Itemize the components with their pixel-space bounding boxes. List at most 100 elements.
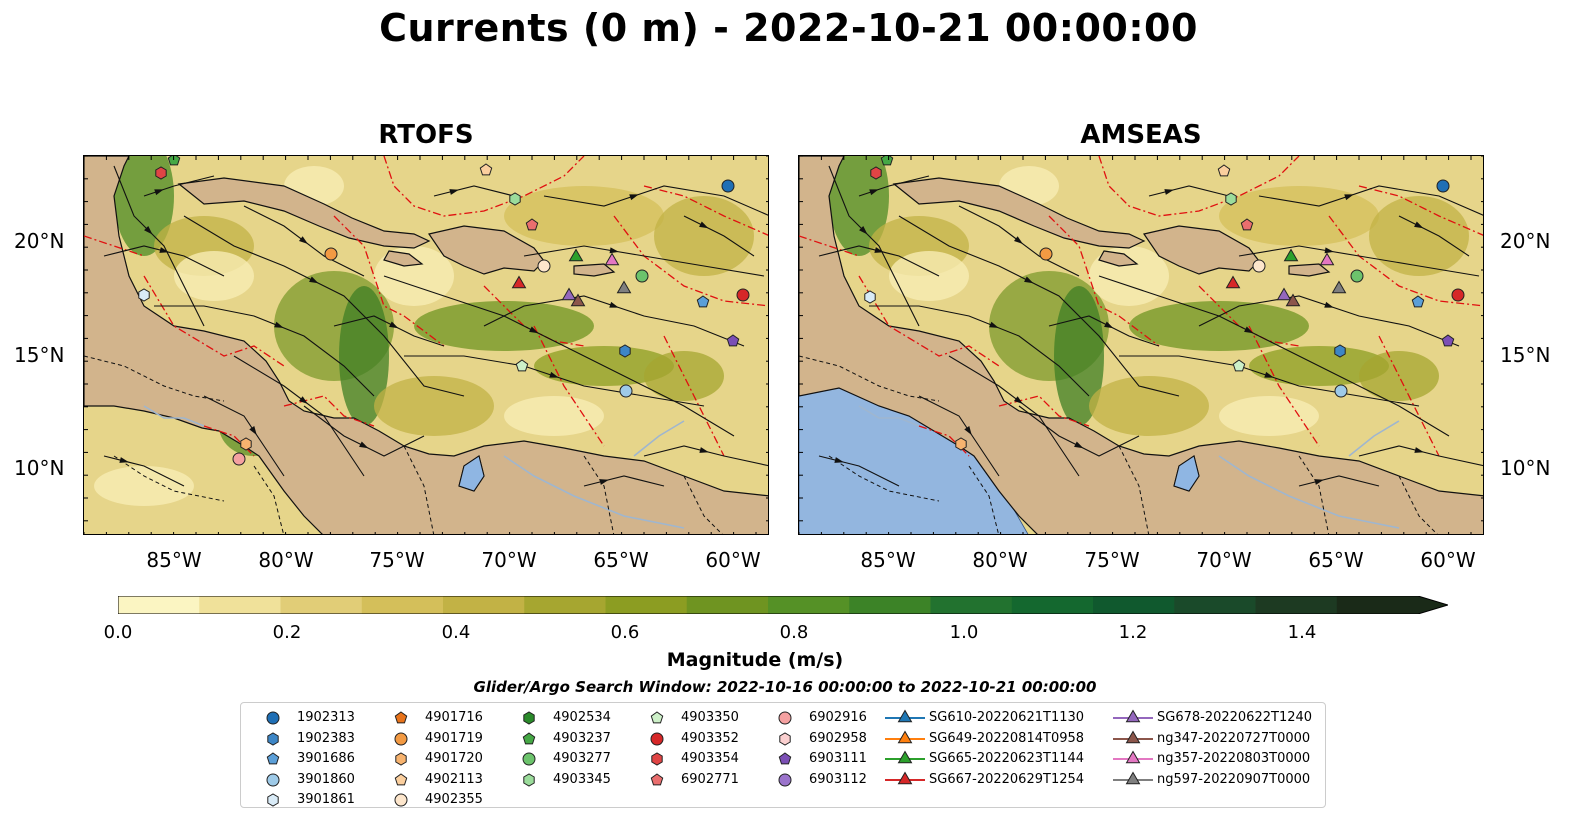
legend-marker[interactable]: [394, 793, 408, 807]
marker-3901860[interactable]: [1334, 384, 1348, 398]
marker-4902355[interactable]: [537, 259, 551, 273]
marker-6902771[interactable]: [525, 218, 539, 231]
marker-ng357-20220803T0000[interactable]: [1319, 252, 1335, 266]
streamline: [1258, 185, 1483, 216]
legend-marker[interactable]: [650, 772, 664, 785]
legend-marker[interactable]: [395, 752, 407, 766]
legend-marker[interactable]: [394, 732, 408, 745]
legend-marker[interactable]: [778, 752, 792, 765]
legend-marker[interactable]: [394, 772, 408, 785]
legend-marker[interactable]: [394, 711, 408, 724]
marker-3901686[interactable]: [1411, 295, 1425, 308]
marker-1902313[interactable]: [1436, 179, 1450, 193]
marker-SG678-20220622T1240[interactable]: [1276, 287, 1292, 301]
lake: [458, 455, 485, 492]
marker-6902771[interactable]: [1240, 218, 1254, 231]
marker-SG667-20220629T1254[interactable]: [511, 275, 527, 289]
rtofs-map[interactable]: [83, 155, 769, 535]
marker-4903237[interactable]: [167, 156, 181, 166]
legend-marker[interactable]: [1125, 771, 1141, 784]
legend-marker[interactable]: [651, 752, 663, 766]
legend-marker[interactable]: [523, 772, 535, 787]
current-speed-field: [374, 246, 454, 306]
legend-marker[interactable]: [779, 731, 791, 746]
legend-marker[interactable]: [1125, 709, 1141, 723]
marker-ng347-20220727T0000[interactable]: [1285, 293, 1301, 307]
marker-4903350[interactable]: [515, 359, 529, 372]
legend-marker[interactable]: [1125, 730, 1141, 743]
marker-4902113[interactable]: [1217, 164, 1231, 177]
colorbar-segment: [686, 596, 769, 614]
marker-4901720[interactable]: [240, 437, 252, 451]
marker-6903111[interactable]: [726, 334, 740, 347]
river: [1218, 455, 1400, 529]
legend-marker[interactable]: [650, 711, 664, 724]
marker-SG678-20220622T1240[interactable]: [561, 287, 577, 301]
eez-boundary: [613, 215, 768, 307]
marker-6902916[interactable]: [232, 452, 246, 466]
marker-3901861[interactable]: [864, 290, 876, 304]
marker-SG667-20220629T1254[interactable]: [1225, 275, 1241, 289]
marker-ng597-20220907T0000[interactable]: [1331, 280, 1347, 294]
current-speed-field: [339, 286, 389, 426]
marker-4901719[interactable]: [324, 247, 338, 261]
colorbar-tick: 1.4: [1287, 622, 1317, 643]
marker-ng347-20220727T0000[interactable]: [570, 293, 586, 307]
land: [892, 177, 1146, 249]
marker-4902113[interactable]: [479, 163, 493, 176]
legend-marker[interactable]: [897, 730, 913, 743]
legend-marker[interactable]: [267, 793, 279, 807]
marker-3901686[interactable]: [696, 295, 710, 308]
marker-ng597-20220907T0000[interactable]: [616, 280, 632, 294]
legend-label: 4902355: [425, 792, 483, 807]
legend-marker[interactable]: [650, 732, 664, 745]
marker-4903354[interactable]: [870, 166, 882, 180]
legend-marker[interactable]: [267, 731, 279, 746]
legend-marker[interactable]: [897, 750, 913, 764]
colorbar-tick: 0.2: [272, 622, 302, 643]
legend-marker[interactable]: [778, 711, 792, 725]
marker-ng357-20220803T0000[interactable]: [604, 252, 620, 266]
streamline-arrow: [154, 189, 164, 196]
marker-4903277[interactable]: [1350, 269, 1364, 283]
marker-3901860[interactable]: [619, 384, 633, 398]
legend-marker[interactable]: [778, 773, 792, 786]
marker-4903352[interactable]: [1451, 288, 1465, 302]
marker-6903111[interactable]: [1441, 334, 1455, 347]
legend-marker[interactable]: [522, 731, 536, 744]
legend-marker[interactable]: [522, 752, 536, 766]
marker-SG665-20220623T1144[interactable]: [1283, 248, 1299, 262]
legend-marker[interactable]: [1125, 750, 1141, 764]
current-speed-field: [174, 251, 254, 301]
marker-4903345[interactable]: [1225, 192, 1237, 206]
marker-SG665-20220623T1144[interactable]: [568, 248, 584, 262]
marker-3901861[interactable]: [138, 288, 150, 302]
marker-4903345[interactable]: [509, 192, 521, 206]
marker-4903354[interactable]: [155, 166, 167, 180]
eez-boundary: [1098, 156, 1300, 217]
legend-marker[interactable]: [897, 771, 913, 784]
marker-4901719[interactable]: [1039, 247, 1053, 261]
legend-marker[interactable]: [897, 709, 913, 723]
eez-boundary: [333, 215, 445, 347]
streamline-arrow: [1314, 479, 1324, 485]
legend-marker[interactable]: [266, 711, 280, 725]
legend-marker[interactable]: [266, 773, 280, 786]
colorbar-segment: [524, 596, 606, 614]
legend: 1902313 1902383 3901686 3901860 3901861 49017…: [240, 702, 1326, 808]
marker-1902383[interactable]: [1334, 344, 1346, 358]
marker-4901720[interactable]: [955, 437, 967, 451]
marker-4903350[interactable]: [1232, 359, 1246, 372]
legend-marker[interactable]: [523, 711, 535, 725]
amseas-map[interactable]: [798, 155, 1484, 535]
argo-hexagon-icon: [395, 752, 407, 766]
marker-4903237[interactable]: [880, 156, 894, 166]
legend-marker[interactable]: [266, 752, 280, 765]
marker-4903352[interactable]: [736, 288, 750, 302]
marker-4902355[interactable]: [1252, 259, 1266, 273]
marker-4903277[interactable]: [635, 269, 649, 283]
current-speed-field: [654, 196, 754, 276]
streamline-arrow: [1264, 371, 1274, 378]
marker-1902313[interactable]: [721, 179, 735, 193]
marker-1902383[interactable]: [619, 344, 631, 358]
